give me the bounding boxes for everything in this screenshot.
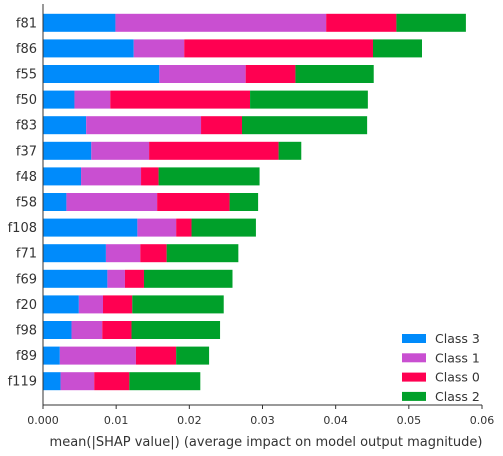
bar-f58-class-1 (66, 193, 158, 211)
bar-f20-class-2 (132, 295, 224, 314)
bar-f69-class-1 (107, 269, 125, 288)
bar-f20-class-1 (78, 295, 103, 314)
bar-f50-class-2 (250, 90, 368, 109)
bar-f81-class-1 (115, 13, 327, 32)
x-tick-label: 0.05 (397, 414, 422, 427)
bar-f86-class-0 (184, 39, 373, 58)
bar-f89-class-0 (135, 346, 177, 365)
legend-label: Class 1 (435, 350, 480, 365)
bar-f83-class-1 (86, 116, 202, 135)
bar-f108-class-2 (191, 218, 256, 237)
bar-f108-class-3 (43, 218, 138, 237)
bar-f98-class-1 (71, 321, 103, 339)
bar-f69-class-2 (143, 269, 233, 288)
legend-swatch-class-3 (402, 334, 426, 343)
x-tick-label: 0.04 (323, 414, 348, 427)
bar-f81-class-0 (326, 13, 397, 32)
x-tick-label: 0.03 (250, 414, 275, 427)
bar-f50-class-1 (74, 90, 111, 109)
bar-f37-class-2 (278, 141, 302, 160)
bar-f50-class-0 (110, 90, 251, 109)
y-tick-label: f71 (16, 247, 37, 262)
y-tick-label: f108 (8, 221, 37, 236)
legend-swatch-class-0 (402, 372, 426, 382)
bar-f55-class-0 (245, 65, 296, 83)
bar-f108-class-0 (176, 218, 192, 237)
y-tick-label: f37 (16, 144, 37, 159)
y-tick-label: f98 (16, 324, 37, 339)
y-tick-label: f55 (16, 68, 37, 83)
y-tick-label: f83 (16, 119, 37, 134)
bar-f37-class-1 (91, 141, 150, 160)
bar-f37-class-3 (43, 141, 92, 160)
bar-f71-class-2 (166, 244, 239, 263)
legend-swatch-class-1 (402, 353, 426, 363)
bar-f71-class-3 (43, 244, 106, 263)
bar-f48-class-1 (81, 167, 142, 186)
legend-label: Class 2 (435, 389, 480, 404)
bar-f83-class-3 (43, 116, 87, 135)
bar-f58-class-2 (229, 193, 259, 211)
bar-f86-class-2 (372, 39, 422, 58)
bar-f55-class-1 (159, 65, 246, 83)
bar-f86-class-1 (133, 39, 185, 58)
bar-f83-class-0 (201, 116, 243, 135)
x-tick-label: 0.02 (177, 414, 202, 427)
x-tick-label: 0.06 (470, 414, 495, 427)
bars-layer (43, 13, 466, 391)
legend: Class 3 Class 1 Class 0 Class 2 (402, 331, 480, 404)
legend-label: Class 0 (435, 370, 480, 385)
bar-f119-class-2 (129, 372, 201, 391)
bar-f48-class-2 (158, 167, 260, 186)
bar-f69-class-3 (43, 269, 108, 288)
bar-f71-class-0 (140, 244, 167, 263)
bar-f20-class-3 (43, 295, 79, 314)
bar-f98-class-0 (102, 321, 132, 339)
x-axis: 0.000 0.01 0.02 0.03 0.04 0.05 0.06 (27, 404, 495, 427)
bar-f55-class-3 (43, 65, 160, 83)
y-axis: f81 f86 f55 f50 f83 f37 f48 f58 f108 f71 f69 f20 f98… (8, 4, 44, 405)
bar-f108-class-1 (137, 218, 177, 237)
bar-f58-class-0 (157, 193, 230, 211)
bar-f119-class-0 (94, 372, 130, 391)
bar-f81-class-2 (396, 13, 466, 32)
bar-f69-class-0 (124, 269, 144, 288)
x-tick-label: 0.01 (104, 414, 129, 427)
y-tick-label: f81 (16, 16, 37, 31)
bar-f119-class-3 (43, 372, 61, 391)
bar-f48-class-3 (43, 167, 82, 186)
bar-f20-class-0 (103, 295, 133, 314)
y-tick-label: f119 (8, 375, 37, 390)
bar-f58-class-3 (43, 193, 67, 211)
y-tick-label: f48 (16, 170, 37, 185)
bar-f98-class-2 (131, 321, 221, 339)
x-axis-label: mean(|SHAP value|) (average impact on mo… (50, 435, 483, 450)
x-tick-label: 0.000 (27, 414, 59, 427)
y-tick-label: f86 (16, 42, 37, 57)
y-tick-label: f50 (16, 93, 37, 108)
bar-f89-class-3 (43, 346, 60, 365)
bar-f86-class-3 (43, 39, 134, 58)
legend-label: Class 3 (435, 331, 480, 346)
bar-f83-class-2 (242, 116, 368, 135)
legend-swatch-class-2 (402, 391, 426, 401)
bar-f37-class-0 (149, 141, 279, 160)
y-tick-label: f20 (16, 298, 37, 313)
bar-f50-class-3 (43, 90, 75, 109)
bar-f89-class-2 (176, 346, 210, 365)
bar-f81-class-3 (43, 13, 116, 32)
bar-f98-class-3 (43, 321, 72, 339)
bar-f119-class-1 (60, 372, 95, 391)
y-tick-label: f69 (16, 272, 37, 287)
bar-f89-class-1 (59, 346, 136, 365)
bar-f55-class-2 (295, 65, 374, 83)
y-tick-label: f58 (16, 196, 37, 211)
bar-f71-class-1 (105, 244, 141, 263)
bar-f48-class-0 (141, 167, 159, 186)
y-tick-label: f89 (16, 349, 37, 364)
